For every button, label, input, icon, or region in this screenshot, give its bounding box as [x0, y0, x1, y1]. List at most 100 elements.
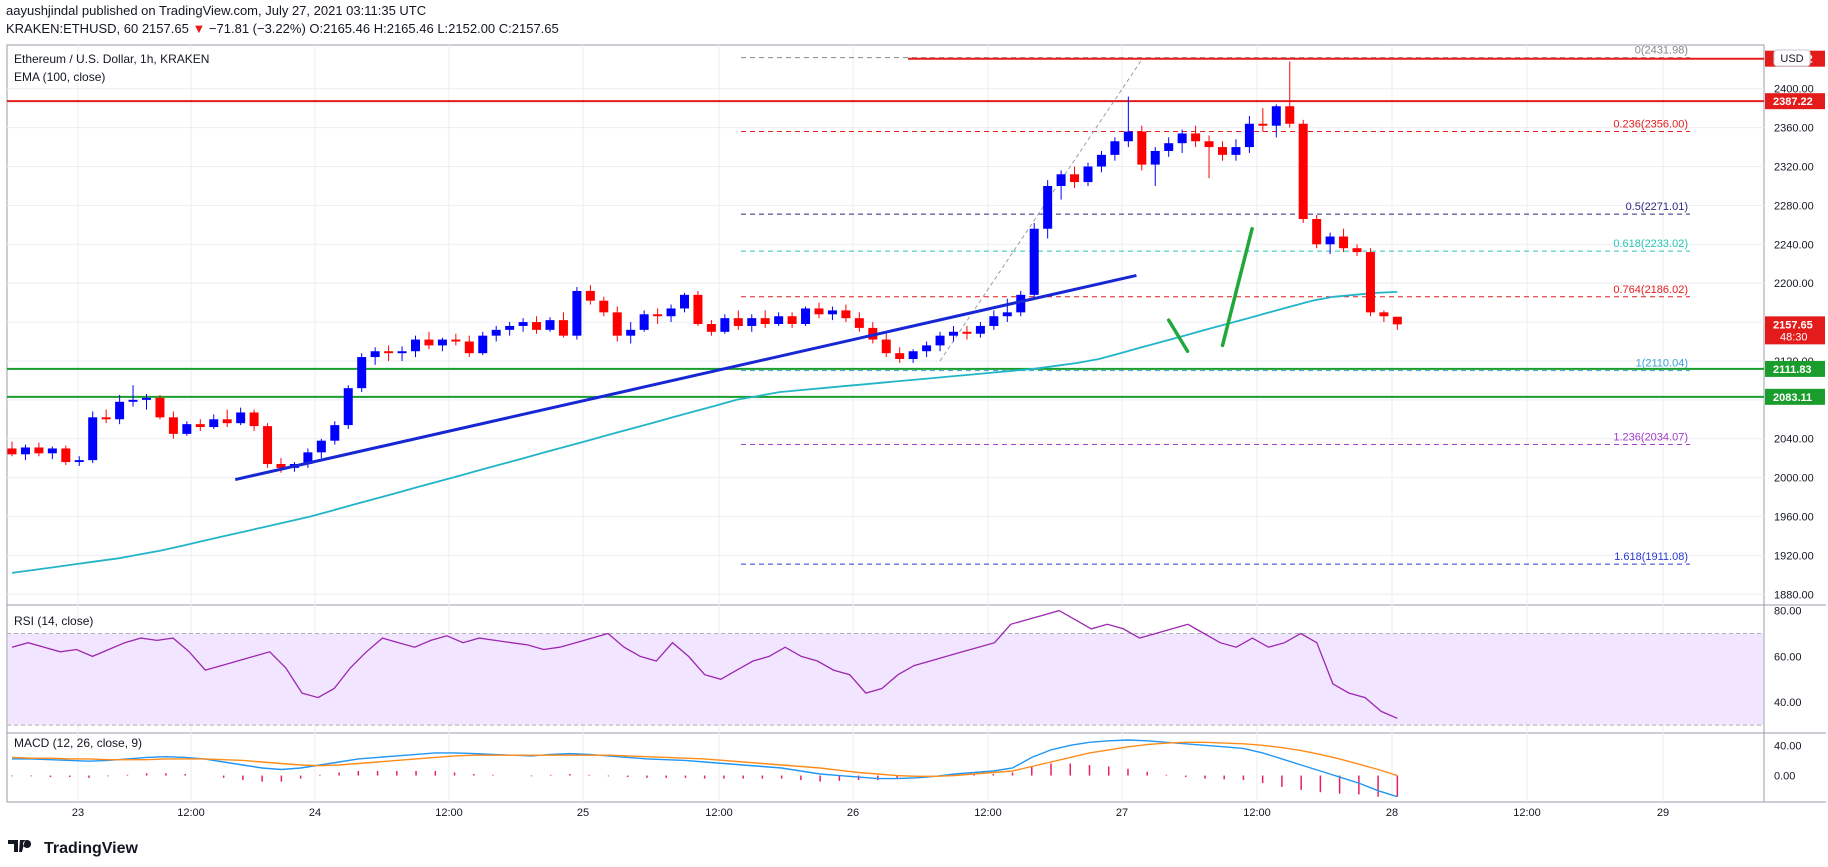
- candle-body: [801, 308, 811, 325]
- fib-level-label: 1(2110.04): [1636, 358, 1688, 370]
- tradingview-logo-icon: [8, 838, 38, 859]
- candle-body: [1218, 147, 1227, 155]
- candle-body: [263, 426, 273, 465]
- fib-level-label: 1.618(1911.08): [1614, 551, 1688, 563]
- candle-body: [1123, 131, 1133, 142]
- price-tick-label: 2320.00: [1774, 162, 1814, 174]
- candle-body: [222, 419, 232, 424]
- x-tick-label: 25: [577, 807, 589, 819]
- x-tick-label: 26: [847, 807, 859, 819]
- candle-body: [666, 308, 676, 317]
- price-label-countdown: 48:30: [1780, 331, 1808, 343]
- candle-body: [74, 460, 84, 463]
- rsi-tick-label: 80.00: [1774, 606, 1802, 618]
- candle-body: [182, 424, 192, 434]
- x-tick-label: 28: [1386, 807, 1398, 819]
- price-label: 2387.22: [1773, 96, 1813, 108]
- price-label: 2083.11: [1773, 392, 1812, 404]
- currency-label: USD: [1780, 53, 1803, 65]
- candle-body: [733, 318, 743, 326]
- x-tick-label: 12:00: [435, 807, 463, 819]
- candle-body: [370, 351, 380, 358]
- candle-body: [545, 320, 555, 330]
- candle-body: [1191, 133, 1201, 142]
- candle-body: [908, 351, 918, 360]
- candle-body: [1150, 150, 1160, 165]
- candle-body: [680, 294, 689, 309]
- projection-line: [1220, 226, 1254, 348]
- brand-name: TradingView: [44, 839, 138, 857]
- candle-body: [612, 312, 622, 336]
- price-label: 2111.83: [1773, 364, 1812, 376]
- candle-body: [558, 320, 568, 336]
- symbol-ohlc-part: 2157.65: [142, 21, 193, 36]
- candle-body: [464, 341, 474, 354]
- candle-body: [1271, 106, 1281, 126]
- candle-body: [249, 412, 259, 427]
- candle-body: [451, 339, 461, 342]
- candle-body: [384, 351, 394, 354]
- candle-body: [142, 397, 151, 400]
- published-text: published on TradingView.com, July 27, 2…: [81, 3, 427, 18]
- candle-body: [585, 290, 595, 301]
- macd-tick-label: 0.00: [1774, 771, 1795, 783]
- price-tick-label: 1880.00: [1774, 589, 1814, 601]
- candle-body: [1043, 185, 1053, 229]
- candle-body: [989, 316, 999, 326]
- candle-body: [1244, 123, 1254, 148]
- candle-body: [1231, 147, 1241, 155]
- symbol-ohlc-part: KRAKEN:ETHUSD, 60: [6, 21, 142, 36]
- candle-body: [1137, 131, 1147, 165]
- fib-level-label: 0(2431.98): [1635, 45, 1688, 57]
- candle-body: [962, 331, 972, 334]
- candle-body: [518, 322, 528, 326]
- macd-tick-label: 40.00: [1774, 740, 1802, 752]
- x-tick-label: 12:00: [177, 807, 205, 819]
- candle-body: [491, 329, 501, 336]
- candle-body: [949, 331, 958, 336]
- candle-body: [975, 325, 985, 334]
- projection-line: [1166, 318, 1190, 353]
- candle-body: [626, 329, 636, 336]
- candle-body: [1258, 123, 1268, 126]
- x-tick-label: 23: [72, 807, 84, 819]
- author-name[interactable]: aayushjindal: [6, 3, 79, 18]
- price-tick-label: 1920.00: [1774, 550, 1814, 562]
- price-label-box: [1765, 93, 1825, 110]
- candle-body: [128, 399, 138, 402]
- candle-body: [424, 339, 434, 346]
- fib-level-label: 0.618(2233.02): [1613, 238, 1688, 250]
- candle-body: [1070, 174, 1080, 183]
- candle-body: [814, 308, 824, 315]
- symbol-ohlc-part: −71.81 (−3.22%): [209, 21, 309, 36]
- fib-level-label: 0.236(2356.00): [1613, 119, 1688, 131]
- rsi-line: [11, 609, 1398, 719]
- publish-info: aayushjindal published on TradingView.co…: [6, 3, 426, 18]
- candle-body: [881, 339, 891, 354]
- candle-body: [155, 397, 165, 418]
- candle-body: [1177, 133, 1187, 144]
- candle-body: [303, 452, 313, 465]
- brand: TradingView: [8, 838, 138, 859]
- symbol-ohlc-part: ▼: [192, 21, 208, 36]
- price-tick-label: 2280.00: [1774, 200, 1814, 212]
- candle-body: [397, 351, 407, 354]
- signal-line: [11, 741, 1398, 777]
- candle-body: [88, 417, 98, 461]
- x-tick-label: 24: [309, 807, 321, 819]
- candle-body: [34, 447, 44, 454]
- candle-body: [1298, 123, 1308, 220]
- candle-body: [1164, 143, 1174, 151]
- candle-body: [653, 314, 663, 317]
- x-tick-label: 29: [1657, 807, 1669, 819]
- candle-body: [854, 318, 864, 328]
- candle-body: [599, 300, 609, 313]
- candle-body: [1285, 106, 1295, 124]
- candle-body: [330, 425, 340, 441]
- rsi-band: [8, 633, 1763, 726]
- candle-body: [236, 412, 246, 424]
- fib-anchor-line: [939, 59, 1143, 362]
- candle-body: [1312, 219, 1322, 245]
- candle-body: [505, 325, 515, 330]
